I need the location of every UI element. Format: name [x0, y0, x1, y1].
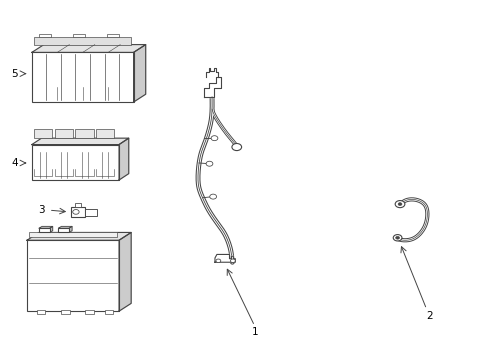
Bar — [29, 233, 117, 238]
Bar — [39, 228, 50, 233]
Polygon shape — [204, 77, 221, 97]
Bar — [32, 145, 119, 180]
Bar — [27, 240, 119, 311]
Polygon shape — [32, 138, 129, 145]
Circle shape — [232, 144, 242, 150]
Bar — [39, 228, 50, 233]
Bar — [34, 37, 131, 45]
Circle shape — [393, 235, 402, 241]
Bar — [37, 310, 46, 314]
Polygon shape — [69, 226, 72, 233]
Bar — [58, 228, 69, 233]
Text: 3: 3 — [38, 205, 45, 215]
Bar — [39, 33, 51, 37]
Bar — [55, 129, 73, 138]
Polygon shape — [58, 226, 72, 228]
Bar — [85, 310, 94, 314]
Text: 1: 1 — [251, 327, 258, 337]
Bar — [61, 310, 70, 314]
Bar — [104, 310, 113, 314]
Text: 5: 5 — [12, 69, 18, 79]
Bar — [75, 129, 94, 138]
Polygon shape — [134, 45, 146, 102]
Polygon shape — [119, 233, 131, 311]
Polygon shape — [32, 45, 146, 53]
Bar — [85, 209, 97, 216]
Bar — [107, 33, 119, 37]
Bar — [71, 207, 85, 217]
Bar — [34, 129, 52, 138]
Polygon shape — [215, 255, 235, 262]
Circle shape — [395, 201, 405, 208]
Bar — [96, 129, 114, 138]
Bar — [74, 203, 81, 207]
Circle shape — [211, 136, 218, 141]
Circle shape — [398, 203, 402, 206]
Circle shape — [210, 194, 217, 199]
Circle shape — [216, 259, 221, 262]
Polygon shape — [119, 138, 129, 180]
Polygon shape — [39, 226, 53, 228]
Bar — [58, 228, 69, 233]
Circle shape — [206, 161, 213, 166]
Bar — [73, 33, 85, 37]
Polygon shape — [50, 226, 53, 233]
Text: 2: 2 — [426, 311, 432, 321]
Polygon shape — [27, 233, 131, 240]
Circle shape — [230, 259, 235, 262]
Circle shape — [73, 210, 79, 214]
Circle shape — [395, 237, 399, 239]
Text: 4: 4 — [12, 158, 18, 168]
Bar — [32, 53, 134, 102]
